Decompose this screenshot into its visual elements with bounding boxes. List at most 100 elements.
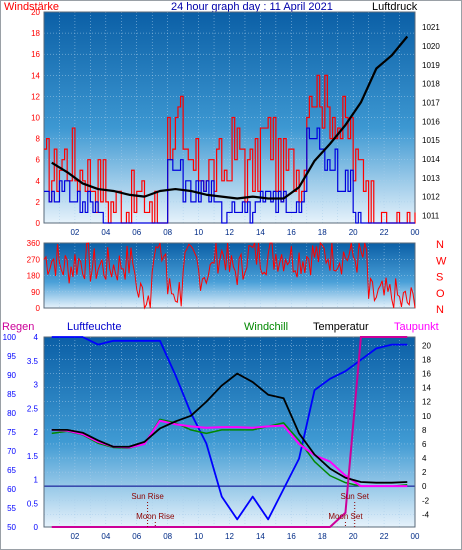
y-tick-wind: 6: [36, 156, 41, 165]
wind-direction-line: [43, 241, 416, 310]
direction-letter: S: [436, 272, 443, 284]
y-tick-pressure: 1015: [422, 136, 440, 145]
y-tick-humidity: 75: [7, 428, 16, 437]
y-tick-temperature: 18: [422, 356, 431, 365]
wind-average-line: [44, 127, 415, 224]
y-tick-humidity: 55: [7, 504, 16, 513]
y-tick-regen: 2.5: [27, 404, 39, 413]
x-tick: 18: [318, 228, 327, 237]
y-tick-humidity: 90: [7, 371, 16, 380]
y-tick-regen: 4: [34, 333, 39, 342]
wind-gust-line: [44, 74, 416, 224]
direction-letter: N: [436, 239, 444, 251]
y-tick-pressure: 1014: [422, 155, 440, 164]
y-tick-pressure: 1011: [422, 211, 440, 220]
graph-title: 24 hour graph day : 11 April 2021: [171, 1, 333, 13]
x-tick: 06: [132, 532, 141, 541]
y-tick-wind: 0: [36, 219, 41, 228]
y-tick-wind: 4: [36, 177, 41, 186]
x-tick: 04: [101, 228, 110, 237]
x-tick: 12: [225, 532, 234, 541]
y-tick-temperature: 14: [422, 384, 431, 393]
rain-line: [51, 336, 408, 528]
direction-letter: N: [436, 304, 444, 316]
y-tick-pressure: 1020: [422, 42, 440, 51]
y-tick-wind: 16: [31, 50, 40, 59]
y-tick-temperature: -2: [422, 496, 430, 505]
x-tick: 18: [318, 532, 327, 541]
y-tick-humidity: 50: [7, 523, 16, 532]
luftdruck-label: Luftdruck: [372, 1, 418, 13]
y-tick-wind: 10: [31, 114, 40, 123]
y-tick-humidity: 95: [7, 352, 16, 361]
x-tick: 12: [225, 228, 234, 237]
x-tick: 04: [101, 532, 110, 541]
x-tick: 14: [256, 228, 265, 237]
y-tick-temperature: 12: [422, 398, 431, 407]
y-tick-regen: 0: [34, 523, 39, 532]
taupunkt-label: Taupunkt: [394, 321, 439, 333]
x-tick: 02: [70, 228, 79, 237]
y-tick-humidity: 100: [3, 333, 17, 342]
y-tick-pressure: 1018: [422, 80, 440, 89]
y-tick-direction: 360: [27, 239, 41, 248]
y-tick-pressure: 1017: [422, 98, 440, 107]
x-tick: 16: [287, 532, 296, 541]
sun-rise-label: Sun Rise: [131, 492, 164, 501]
x-tick: 10: [194, 532, 203, 541]
y-tick-wind: 8: [36, 135, 41, 144]
x-tick: 08: [163, 228, 172, 237]
y-tick-regen: 1.5: [27, 452, 39, 461]
y-tick-temperature: 20: [422, 341, 431, 350]
humidity-line: [51, 336, 408, 521]
y-tick-wind: 18: [31, 29, 40, 38]
y-tick-regen: 3.5: [27, 357, 39, 366]
y-tick-temperature: 2: [422, 468, 427, 477]
y-tick-pressure: 1021: [422, 23, 440, 32]
y-tick-wind: 2: [36, 198, 41, 207]
x-tick: 20: [349, 228, 358, 237]
y-tick-temperature: 8: [422, 426, 427, 435]
y-tick-humidity: 85: [7, 390, 16, 399]
y-tick-humidity: 65: [7, 466, 16, 475]
y-tick-temperature: 4: [422, 454, 427, 463]
x-tick: 06: [132, 228, 141, 237]
y-tick-temperature: 0: [422, 482, 427, 491]
y-tick-regen: 1: [34, 476, 39, 485]
y-tick-temperature: 16: [422, 370, 431, 379]
x-tick: 14: [256, 532, 265, 541]
temperatur-label: Temperatur: [313, 321, 369, 333]
y-tick-regen: 3: [34, 381, 39, 390]
y-tick-direction: 90: [31, 288, 40, 297]
y-tick-wind: 12: [31, 92, 40, 101]
moon-set-label: Moon Set: [328, 512, 363, 521]
y-tick-pressure: 1013: [422, 174, 440, 183]
windchill-label: Windchill: [244, 321, 289, 333]
pressure-line: [51, 35, 409, 200]
x-tick: 00: [411, 532, 420, 541]
panel-border: [43, 242, 416, 309]
y-tick-pressure: 1016: [422, 117, 440, 126]
y-tick-pressure: 1012: [422, 193, 440, 202]
y-tick-humidity: 60: [7, 485, 16, 494]
y-tick-humidity: 70: [7, 447, 16, 456]
y-tick-temperature: 10: [422, 412, 431, 421]
x-tick: 16: [287, 228, 296, 237]
y-tick-wind: 14: [31, 71, 40, 80]
y-tick-wind: 20: [31, 8, 40, 17]
x-tick: 22: [380, 532, 389, 541]
direction-letter: O: [436, 288, 445, 300]
y-tick-pressure: 1019: [422, 61, 440, 70]
y-tick-regen: 0.5: [27, 499, 39, 508]
direction-letter: W: [436, 255, 447, 267]
sun-set-label: Sun Set: [340, 492, 369, 501]
x-tick: 00: [411, 228, 420, 237]
x-tick: 22: [380, 228, 389, 237]
x-tick: 08: [163, 532, 172, 541]
y-tick-temperature: 6: [422, 440, 427, 449]
y-tick-direction: 270: [27, 255, 41, 264]
luftfeuchte-label: Luftfeuchte: [67, 321, 122, 333]
y-tick-direction: 180: [27, 272, 41, 281]
moon-rise-label: Moon Rise: [136, 512, 175, 521]
